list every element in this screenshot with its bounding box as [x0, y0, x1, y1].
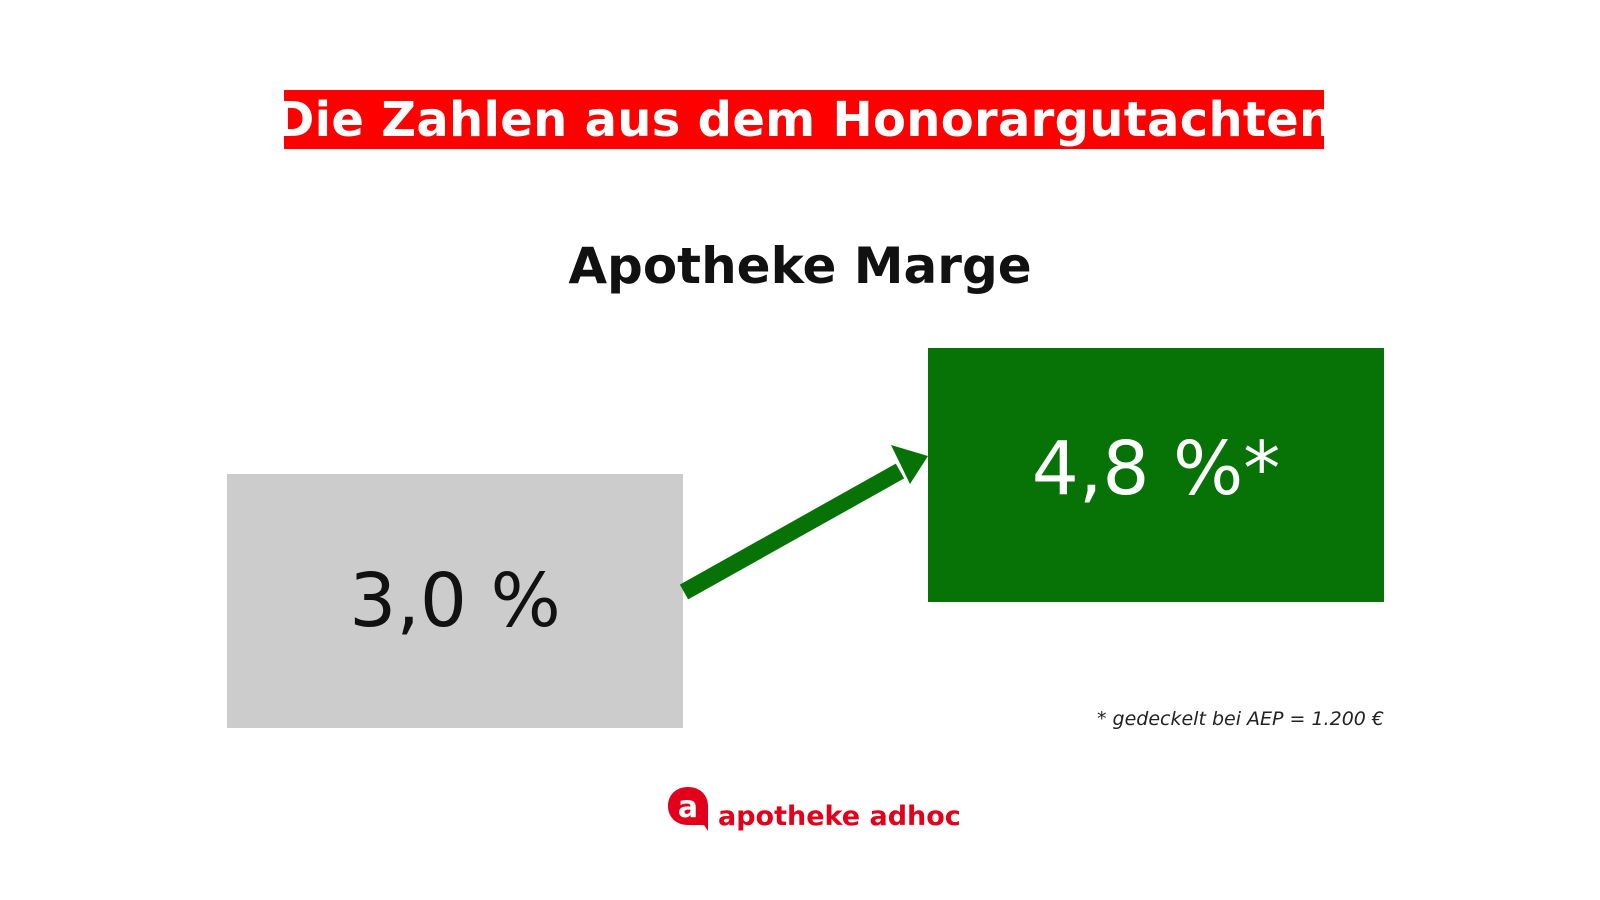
- new-margin-box: 4,8 %*: [928, 348, 1384, 602]
- page-title: Die Zahlen aus dem Honorargutachten: [274, 91, 1334, 148]
- brand: a apotheke adhoc: [664, 772, 961, 832]
- brand-name: apotheke adhoc: [718, 801, 961, 832]
- old-margin-box: 3,0 %: [227, 474, 683, 728]
- apotheke-adhoc-logo-icon: a: [668, 787, 708, 831]
- new-margin-value: 4,8 %*: [1031, 426, 1281, 512]
- old-margin-value: 3,0 %: [349, 558, 561, 644]
- footnote: * gedeckelt bei AEP = 1.200 €: [1097, 708, 1384, 730]
- logo-letter: a: [678, 790, 698, 825]
- title-banner: Die Zahlen aus dem Honorargutachten: [275, 90, 1333, 149]
- subtitle: Apotheke Marge: [568, 237, 1032, 295]
